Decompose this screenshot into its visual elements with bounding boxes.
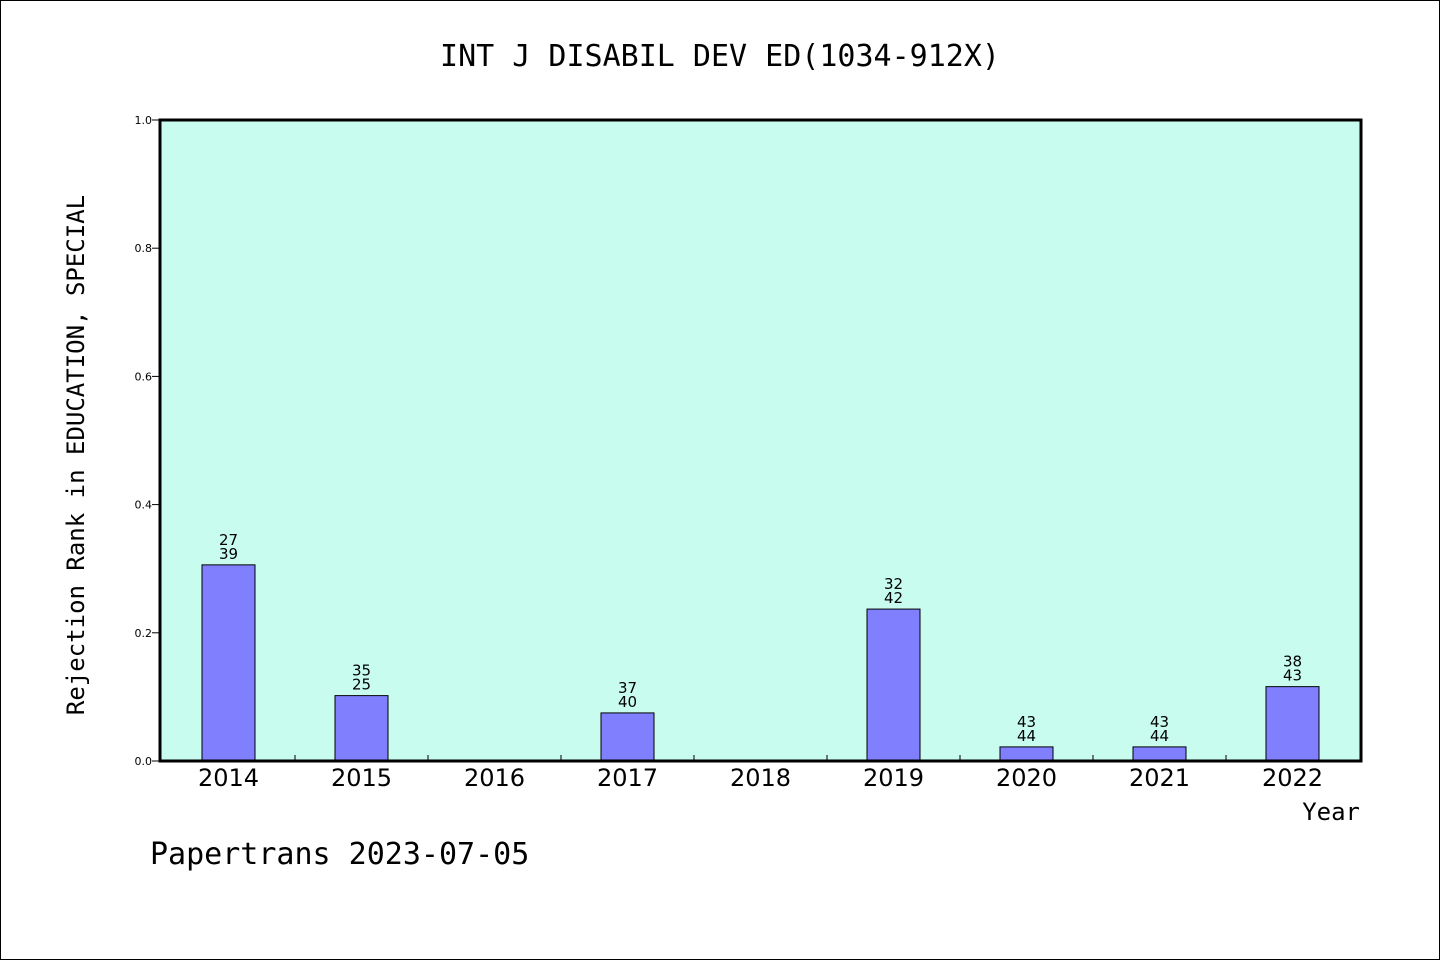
y-tick-label: 1.0 — [135, 114, 153, 127]
bar-2022 — [1265, 686, 1320, 762]
bar-2015 — [334, 695, 389, 762]
y-tick-label: 0.2 — [135, 627, 153, 640]
x-tick-label: 2017 — [597, 764, 658, 792]
x-axis-label: Year — [1302, 798, 1360, 826]
data-label-bottom: 39 — [219, 545, 238, 563]
x-tick-label: 2021 — [1129, 764, 1190, 792]
x-tick-label: 2022 — [1262, 764, 1323, 792]
data-label-bottom: 40 — [618, 693, 637, 711]
data-label-top: 32 — [884, 575, 903, 593]
y-tick-label: 0.6 — [135, 370, 153, 383]
y-tick-label: 0.8 — [135, 242, 153, 255]
bars — [201, 564, 1320, 762]
data-label-top: 27 — [219, 531, 238, 549]
data-label-bottom: 44 — [1017, 727, 1036, 745]
x-tick-label: 2019 — [863, 764, 924, 792]
x-tick-label: 2018 — [730, 764, 791, 792]
y-axis-ticks: 0.0 0.2 0.4 0.6 0.8 1.0 — [135, 114, 160, 768]
bar-2019 — [866, 608, 921, 762]
data-label-top: 37 — [618, 679, 637, 697]
plot-border — [158, 118, 1363, 763]
data-label-top: 43 — [1017, 713, 1036, 731]
data-label-bottom: 25 — [352, 676, 371, 694]
bar-2021 — [1132, 746, 1187, 762]
data-label-top: 35 — [352, 662, 371, 680]
plot-area — [160, 120, 1361, 761]
chart-title: INT J DISABIL DEV ED(1034-912X) — [440, 39, 1000, 74]
x-tick-label: 2016 — [464, 764, 525, 792]
x-axis-ticks: 2014 2015 2016 2017 2018 2019 2020 2021 2022 — [198, 755, 1323, 792]
data-label-top: 43 — [1150, 713, 1169, 731]
footer-credit: Papertrans 2023-07-05 — [150, 837, 529, 872]
y-axis-label: Rejection Rank in EDUCATION, SPECIAL — [62, 195, 90, 715]
data-label-bottom: 44 — [1150, 727, 1169, 745]
data-label-top: 38 — [1283, 653, 1302, 671]
x-tick-label: 2015 — [331, 764, 392, 792]
bar-2014 — [201, 564, 256, 762]
y-tick-label: 0.4 — [135, 499, 153, 512]
y-tick-label: 0.0 — [135, 755, 153, 768]
x-tick-label: 2020 — [996, 764, 1057, 792]
bar-2020 — [999, 746, 1054, 762]
data-label-bottom: 42 — [884, 589, 903, 607]
bar-2017 — [600, 712, 655, 762]
x-tick-label: 2014 — [198, 764, 259, 792]
data-label-bottom: 43 — [1283, 667, 1302, 685]
